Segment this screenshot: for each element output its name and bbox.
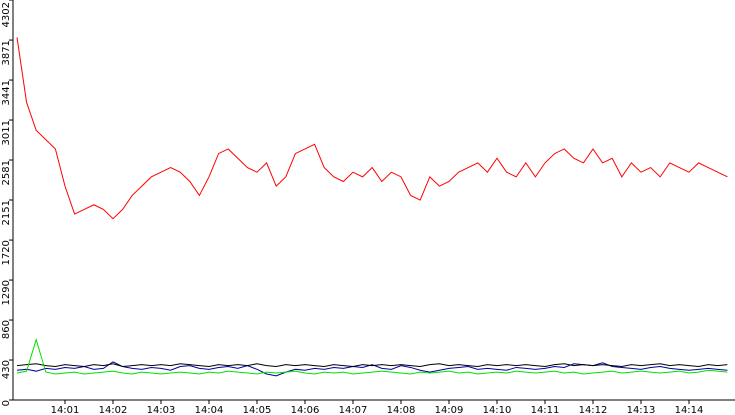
x-tick-label: 14:02 — [99, 405, 128, 415]
y-tick-label: 3441 — [1, 80, 12, 105]
x-tick-label: 14:11 — [531, 405, 560, 415]
x-tick-label: 14:14 — [675, 405, 704, 415]
series-line — [16, 37, 728, 220]
x-tick-label: 14:01 — [51, 405, 80, 415]
series-line — [16, 361, 728, 377]
y-tick-label: 860 — [1, 320, 12, 339]
y-tick-label: 1720 — [1, 240, 12, 265]
y-tick-label: 0 — [1, 400, 12, 406]
x-tick-label: 14:06 — [291, 405, 320, 415]
x-tick-label: 14:09 — [435, 405, 464, 415]
y-tick-label: 2581 — [1, 160, 12, 185]
x-tick-label: 14:08 — [387, 405, 416, 415]
series-line — [16, 337, 728, 375]
x-tick-label: 14:13 — [627, 405, 656, 415]
x-tick-label: 14:12 — [579, 405, 608, 415]
series-line — [16, 363, 728, 368]
y-tick-label: 4302 — [1, 2, 12, 27]
y-tick-label: 430 — [1, 360, 12, 379]
y-tick-label: 3011 — [1, 120, 12, 145]
y-tick-label: 2151 — [1, 200, 12, 225]
y-tick-label: 1290 — [1, 280, 12, 305]
x-tick-label: 14:07 — [339, 405, 368, 415]
x-tick-label: 14:10 — [483, 405, 512, 415]
x-tick-label: 14:04 — [195, 405, 224, 415]
x-tick-label: 14:03 — [147, 405, 176, 415]
y-tick-label: 3871 — [1, 40, 12, 65]
x-tick-label: 14:05 — [243, 405, 272, 415]
